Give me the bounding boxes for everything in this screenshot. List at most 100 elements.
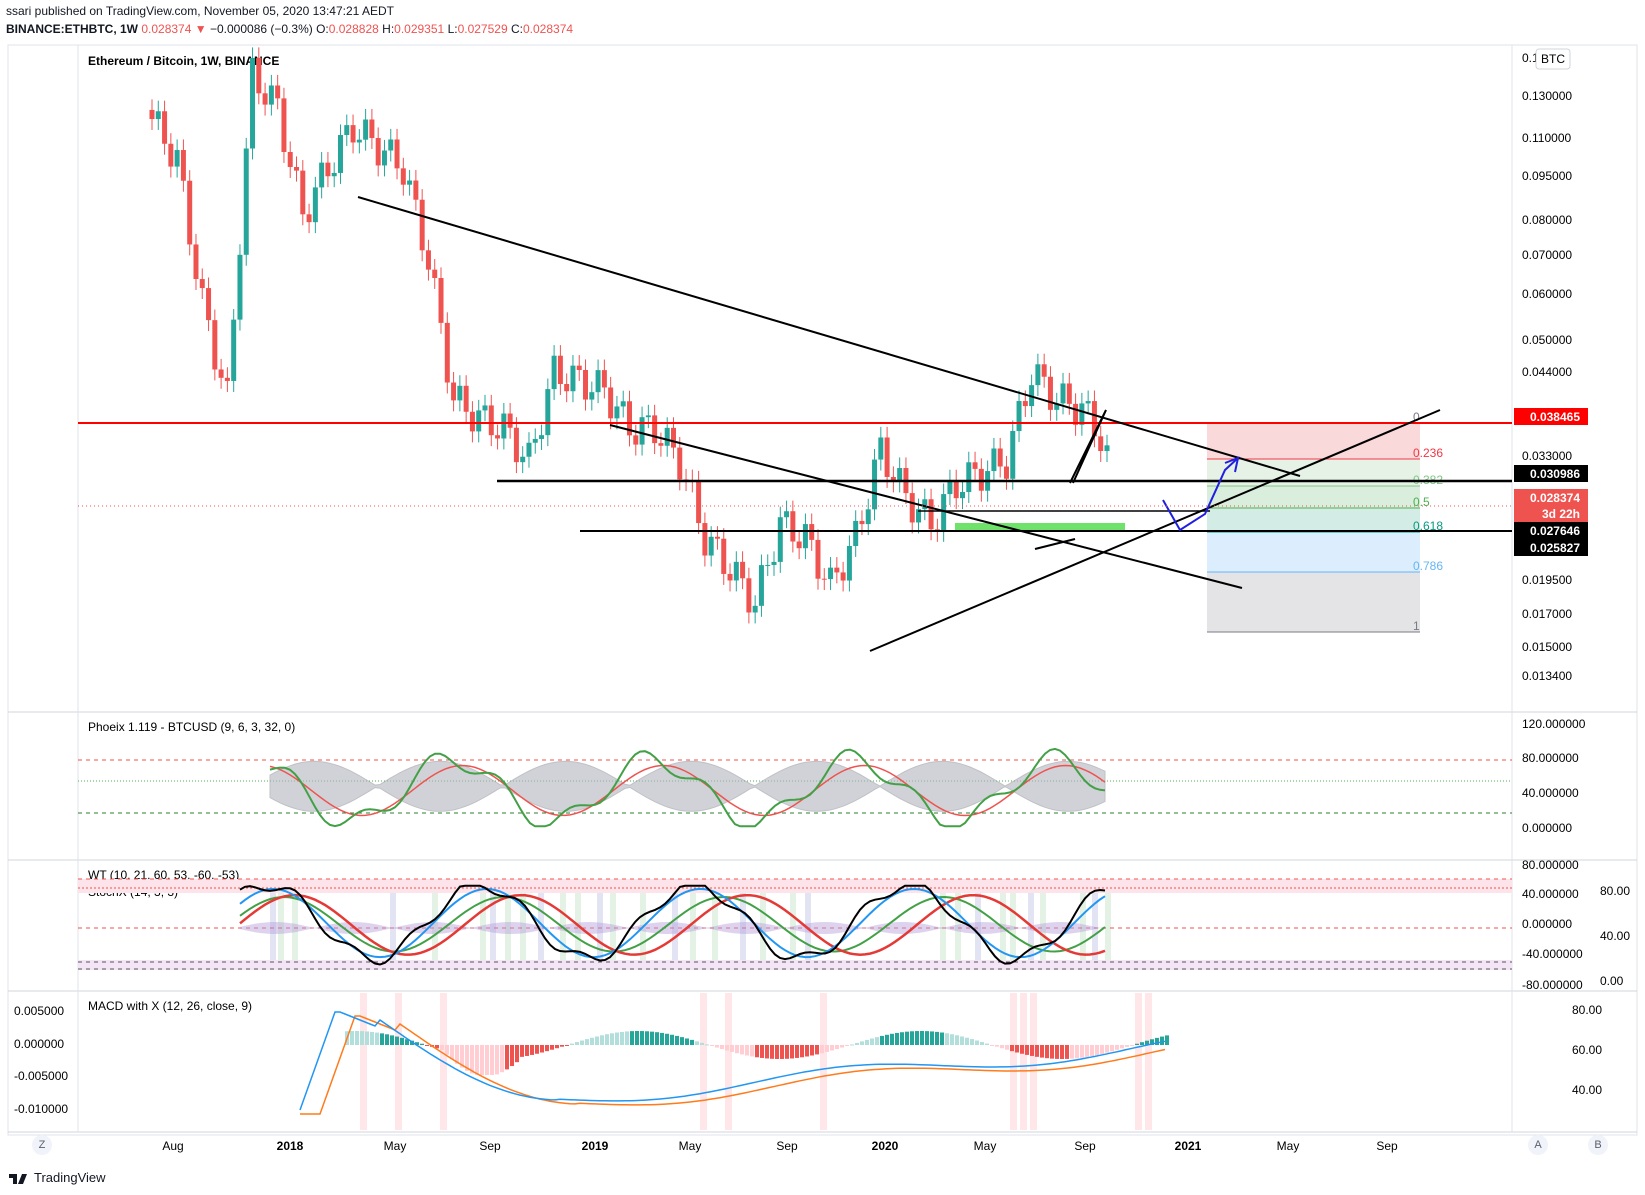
svg-text:0.025827: 0.025827	[1530, 541, 1580, 555]
macd-histogram-bar	[670, 1034, 674, 1045]
candle	[652, 404, 658, 455]
macd-histogram-bar	[900, 1032, 904, 1045]
low-value: 0.027529	[457, 22, 508, 36]
time-axis-tick: Sep	[1376, 1139, 1398, 1153]
macd-histogram-bar	[555, 1045, 559, 1049]
trendlines[interactable]	[78, 196, 1512, 652]
stochx-axis-tick: 0.00	[1600, 974, 1624, 988]
candle	[765, 554, 771, 577]
log-scale-button[interactable]: B	[1588, 1135, 1608, 1155]
macd-histogram-bar	[720, 1045, 724, 1050]
candle	[451, 371, 457, 412]
macd-histogram-bar	[780, 1045, 784, 1059]
candle	[476, 399, 482, 443]
down-arrow-icon: ▼	[194, 22, 207, 36]
time-axis-tick: Aug	[162, 1139, 183, 1153]
candle	[413, 169, 419, 211]
candle	[381, 139, 387, 177]
price-tag: 3d 22h	[1514, 505, 1588, 522]
candle	[702, 512, 708, 567]
price-axis-tick: 0.130000	[1522, 89, 1572, 103]
candle	[947, 469, 953, 506]
macd-histogram-bar	[585, 1039, 589, 1045]
candle	[388, 128, 394, 162]
candle	[268, 74, 274, 116]
macd-histogram-bar	[950, 1034, 954, 1045]
macd-histogram-bar	[590, 1037, 594, 1045]
time-axis-tick: May	[974, 1139, 997, 1153]
macd-histogram-bar	[915, 1031, 919, 1045]
candle	[155, 100, 161, 130]
price-axis-tick: 0.070000	[1522, 248, 1572, 262]
candle	[545, 378, 551, 447]
wt-axis-tick: -40.000000	[1522, 947, 1583, 961]
macd-histogram-bar	[725, 1045, 729, 1051]
projection-arrow	[1162, 457, 1239, 532]
candle	[645, 404, 651, 429]
fib-level-label: 0.618	[1413, 519, 1443, 533]
macd-histogram-bar	[370, 1031, 374, 1045]
auto-scale-button[interactable]: A	[1528, 1135, 1548, 1155]
macd-histogram-bar	[1130, 1045, 1134, 1046]
candle	[463, 375, 469, 423]
currency-badge[interactable]: BTC	[1535, 48, 1571, 70]
phoeix-axis-tick: 40.000000	[1522, 786, 1579, 800]
macd-histogram-bar	[400, 1037, 404, 1045]
macd-histogram-bar	[990, 1045, 994, 1046]
candle	[658, 432, 664, 457]
macd-histogram-bar	[935, 1031, 939, 1045]
macd-histogram-bar	[1065, 1045, 1069, 1059]
macd-histogram-bar	[1060, 1045, 1064, 1059]
price-axis-tick: 0.017000	[1522, 607, 1572, 621]
candle	[809, 513, 815, 551]
svg-text:0.027646: 0.027646	[1530, 524, 1580, 538]
candle	[231, 309, 237, 392]
candle	[972, 451, 978, 480]
macd-histogram-bar	[1090, 1045, 1094, 1057]
candle	[306, 203, 312, 234]
candle	[539, 424, 545, 450]
macd-histogram-bar	[495, 1045, 499, 1075]
candle	[595, 359, 601, 404]
fib-level-label: 1	[1413, 619, 1420, 633]
macd-histogram-bar	[635, 1031, 639, 1045]
candle	[633, 424, 639, 456]
macd-histogram-bar	[435, 1045, 439, 1049]
macd-histogram-bar	[985, 1043, 989, 1045]
zoom-button[interactable]: Z	[32, 1135, 52, 1155]
macd-histogram-bar	[535, 1045, 539, 1054]
macd-histogram-bar	[375, 1032, 379, 1045]
macd-histogram-bar	[830, 1045, 834, 1051]
macd-histogram-bar	[1070, 1045, 1074, 1059]
candle	[432, 259, 438, 289]
macd-histogram-bar	[515, 1045, 519, 1063]
close-label: C:	[510, 22, 523, 36]
candle	[821, 568, 827, 591]
macd-histogram-bar	[940, 1032, 944, 1045]
footer: TradingView	[8, 1170, 106, 1185]
fib-level-label: 0.786	[1413, 559, 1443, 573]
macd-histogram-bar	[755, 1045, 759, 1058]
macd-histogram-bar	[945, 1033, 949, 1045]
candle	[325, 152, 331, 188]
wt-axis-tick: 80.000000	[1522, 858, 1579, 872]
macd-histogram-bar	[715, 1045, 719, 1048]
macd-histogram-bar	[1145, 1040, 1149, 1045]
macd-histogram-bar	[630, 1031, 634, 1045]
time-axis-tick: 2018	[277, 1139, 304, 1153]
candle	[444, 312, 450, 394]
macd-histogram-bar	[1005, 1045, 1009, 1050]
wt-axis-tick: 0.000000	[1522, 917, 1572, 931]
candle	[457, 375, 463, 412]
candle	[576, 355, 582, 381]
macd-histogram-bar	[545, 1045, 549, 1052]
candle	[256, 47, 262, 105]
macd-histogram-bar	[765, 1045, 769, 1059]
macd-histogram-bar	[905, 1031, 909, 1045]
macd-histogram-bar	[840, 1045, 844, 1048]
candle	[149, 99, 155, 130]
macd-histogram-bar	[660, 1032, 664, 1045]
macd-histogram-bar	[465, 1045, 469, 1071]
